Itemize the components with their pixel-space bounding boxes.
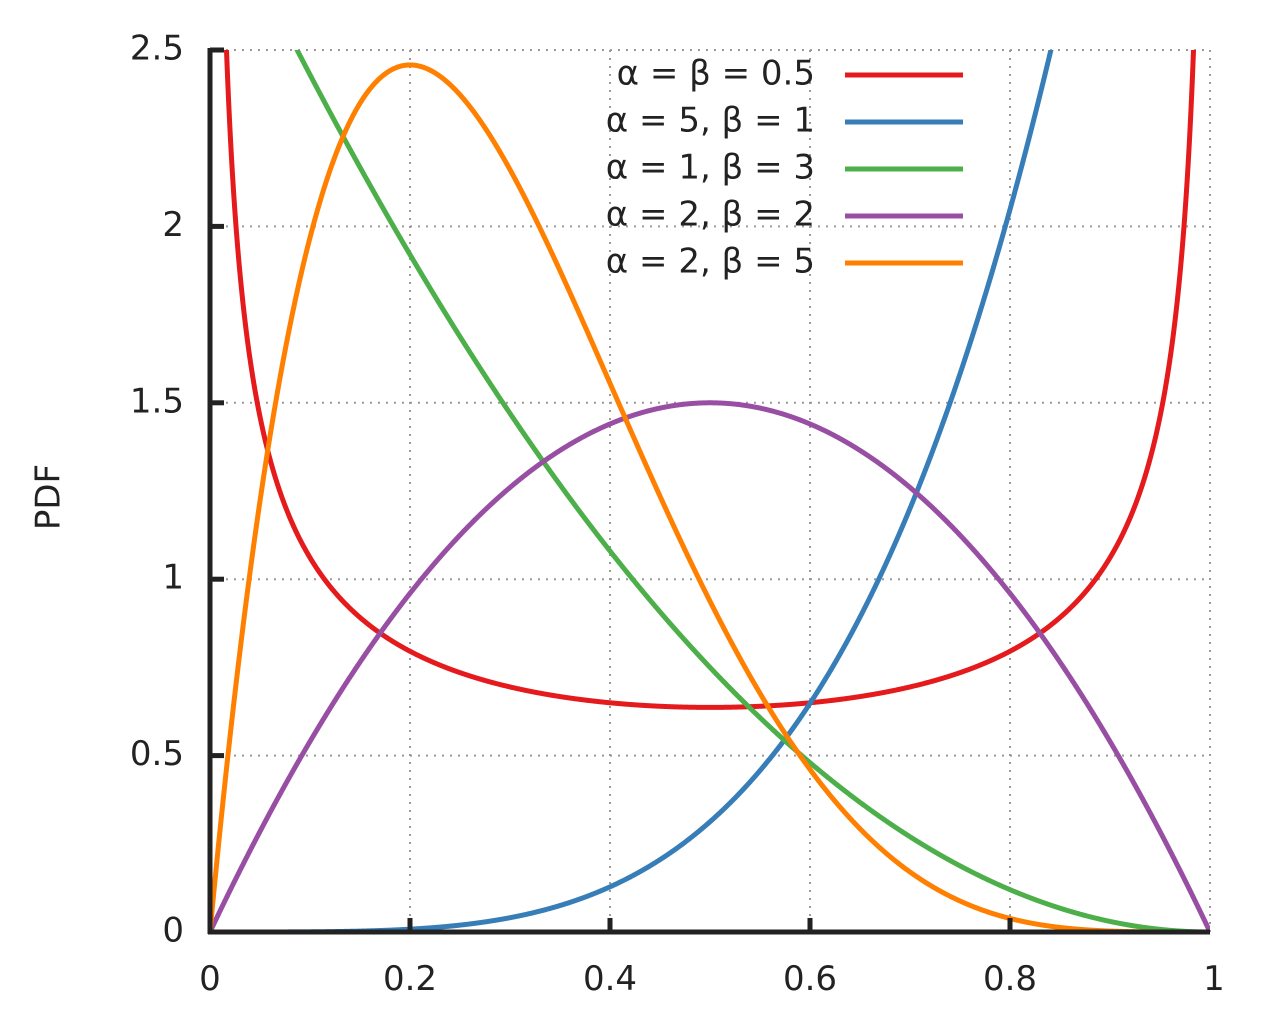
y-tick-label: 2	[162, 205, 184, 245]
y-tick-label: 2.5	[130, 29, 184, 69]
y-tick-label: 0	[162, 911, 184, 951]
y-tick-label: 0.5	[130, 734, 184, 774]
legend-label: α = 5, β = 1	[606, 101, 815, 141]
grid-lines	[210, 49, 1211, 932]
legend: α = β = 0.5 α = 5, β = 1 α = 1, β = 3 α = 2…	[606, 54, 963, 282]
y-tick-label: 1	[162, 558, 184, 598]
x-tick-label: 0.4	[583, 959, 637, 999]
x-tick-label: 0.8	[983, 959, 1037, 999]
x-tick-label: 1	[1203, 959, 1225, 999]
y-axis-label: PDF	[29, 464, 69, 530]
x-tick-label: 0.2	[383, 959, 437, 999]
y-tick-label: 1.5	[130, 381, 184, 421]
legend-label: α = 2, β = 2	[606, 195, 815, 235]
x-tick-label: 0	[199, 959, 221, 999]
ticks: 0 0.2 0.4 0.6 0.8 1 0 0.5 1 1.5 2 2.5	[130, 29, 1225, 1000]
x-tick-label: 0.6	[783, 959, 837, 999]
series-line	[294, 50, 1210, 934]
legend-label: α = 2, β = 5	[606, 242, 815, 282]
series-line	[223, 50, 1197, 710]
series-line	[210, 400, 1210, 934]
series-line	[210, 62, 1210, 934]
legend-label: α = 1, β = 3	[606, 148, 815, 188]
legend-label: α = β = 0.5	[617, 54, 815, 94]
axes	[207, 48, 1210, 935]
